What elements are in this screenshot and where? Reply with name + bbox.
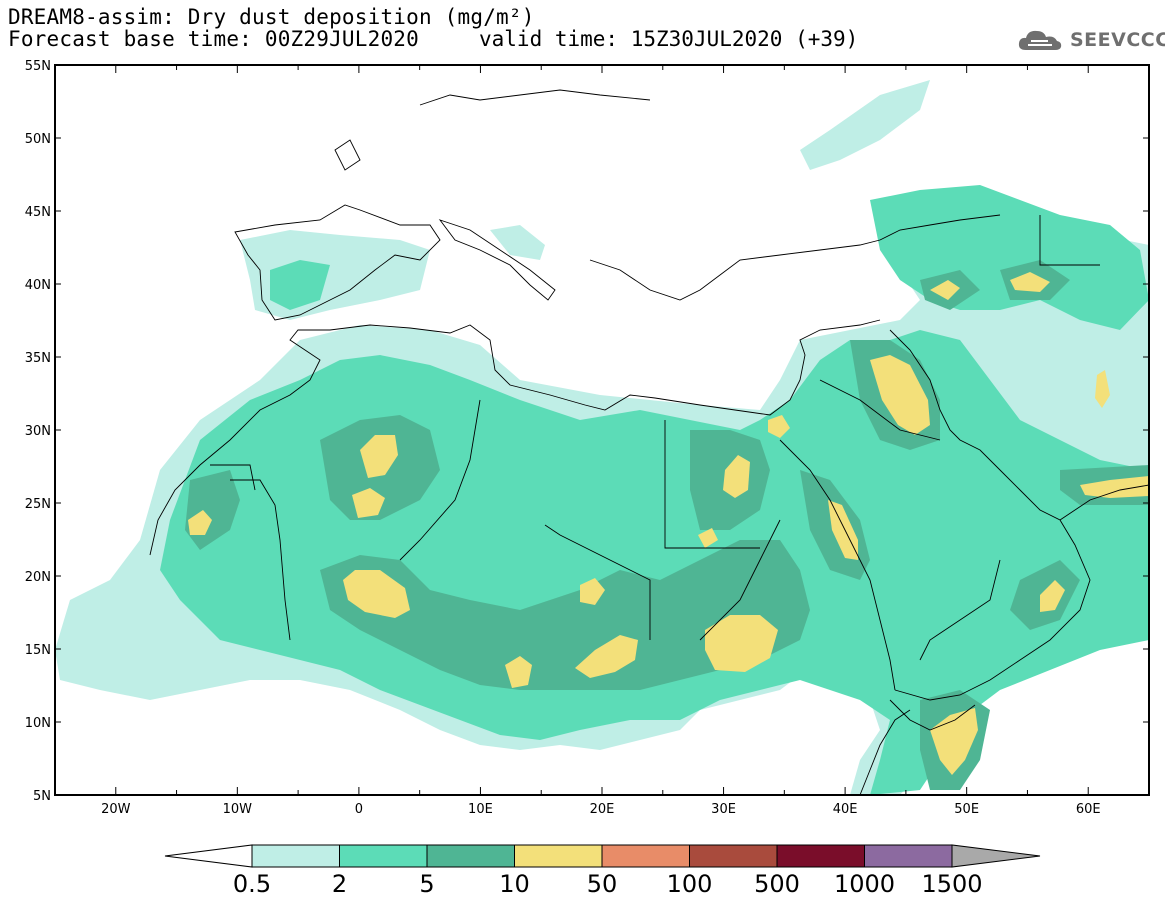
latitude-label: 45N xyxy=(25,205,51,220)
color-bar-swatch xyxy=(251,844,340,868)
latitude-label: 35N xyxy=(25,351,51,366)
longitude-label: 20E xyxy=(590,802,615,817)
latitude-label: 30N xyxy=(25,424,51,439)
color-bar xyxy=(164,844,1041,868)
color-bar-swatch xyxy=(514,844,603,868)
level-10-areas xyxy=(188,272,1149,775)
latitude-label: 15N xyxy=(25,643,51,658)
longitude-label: 20W xyxy=(101,802,131,817)
color-bar-swatch xyxy=(864,844,953,868)
level-2-areas xyxy=(160,185,1149,795)
latitude-label: 55N xyxy=(25,59,51,74)
color-bar-label: 1000 xyxy=(833,870,896,898)
longitude-label: 30E xyxy=(711,802,736,817)
color-bar-swatch xyxy=(339,844,428,868)
valid-time: valid time: 15Z30JUL2020 (+39) xyxy=(479,27,859,51)
color-bar-label: 2 xyxy=(331,870,348,898)
latitude-label: 10N xyxy=(25,716,51,731)
color-bar-swatch xyxy=(601,844,690,868)
seevccc-logo: SEEVCCC xyxy=(1016,26,1165,54)
coastlines xyxy=(149,89,1149,795)
dust-field xyxy=(55,80,1149,795)
longitude-label: 50E xyxy=(954,802,979,817)
color-bar-label: 500 xyxy=(754,870,800,898)
longitude-label: 10E xyxy=(468,802,493,817)
logo-text: SEEVCCC xyxy=(1070,29,1165,51)
axis-ticks xyxy=(54,64,1150,796)
color-bar-label: 0.5 xyxy=(232,870,272,898)
color-bar-swatch xyxy=(426,844,515,868)
color-bar-label: 100 xyxy=(666,870,713,898)
color-bar-label: 50 xyxy=(586,870,618,898)
longitude-label: 10W xyxy=(223,802,253,817)
latitude-label: 5N xyxy=(33,789,51,804)
under-range-triangle xyxy=(164,844,253,868)
color-bar-label: 1500 xyxy=(921,870,983,898)
longitude-label: 0 xyxy=(355,802,363,817)
map-title: DREAM8-assim: Dry dust deposition (mg/m²… xyxy=(8,5,535,29)
latitude-label: 50N xyxy=(25,132,51,147)
latitude-label: 20N xyxy=(25,570,51,585)
latitude-labels: 55N 50N 45N 40N 35N 30N 25N 20N 15N 10N 5N xyxy=(25,59,51,804)
forecast-base-time: Forecast base time: 00Z29JUL2020 xyxy=(8,27,419,51)
over-range-triangle xyxy=(951,844,1041,868)
longitude-label: 60E xyxy=(1076,802,1101,817)
longitude-label: 40E xyxy=(833,802,858,817)
color-bar-swatch xyxy=(689,844,778,868)
longitude-labels: 20W 10W 0 10E 20E 30E 40E 50E 60E xyxy=(101,802,1101,817)
color-bar-label: 10 xyxy=(499,870,530,898)
color-bar-label: 5 xyxy=(419,870,435,898)
cloud-icon xyxy=(1018,30,1062,50)
latitude-label: 40N xyxy=(25,278,51,293)
color-bar-swatch xyxy=(776,844,865,868)
latitude-label: 25N xyxy=(25,497,51,512)
